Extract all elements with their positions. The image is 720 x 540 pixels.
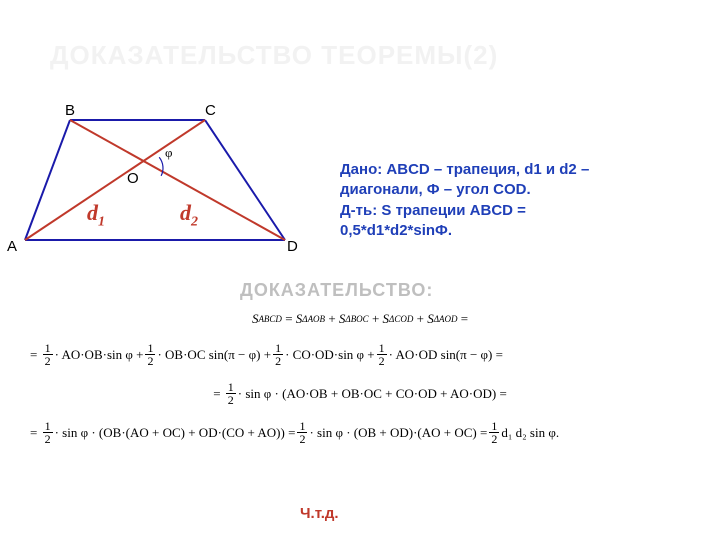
page-title: ДОКАЗАТЕЛЬСТВО ТЕОРЕМЫ(2) [50,40,498,71]
phi-label: φ [165,145,173,161]
proof-body: SABCD = SΔAOB + SΔBOC + SΔCOD + SΔAOD = … [30,310,690,459]
qed-label: Ч.т.д. [300,505,339,522]
vertex-c-label: C [205,102,216,119]
vertex-a-label: A [7,238,17,255]
d1-label: d1 [87,200,105,230]
diagram-svg [15,110,295,250]
d2-label: d2 [180,200,198,230]
vertex-d-label: D [287,238,298,255]
given-text: Дано: ABCD – трапеция, d1 и d2 – диагона… [340,160,640,241]
vertex-o-label: O [127,170,139,187]
proof-line-1: SABCD = SΔAOB + SΔBOC + SΔCOD + SΔAOD = [30,310,690,328]
proof-line-4: = 12 · sin φ · (OB·(AO + OC) + OD·(CO + … [30,420,690,445]
proof-line-2: = 12 · AO·OB·sin φ + 12 · OB·OC sin(π − … [30,342,690,367]
proof-heading: ДОКАЗАТЕЛЬСТВО: [240,280,433,301]
trapezoid-diagram: A B C D O d1 d2 φ [15,110,315,260]
proof-line-3: = 12 · sin φ · (AO·OB + OB·OC + CO·OD + … [30,381,690,406]
vertex-b-label: B [65,102,75,119]
